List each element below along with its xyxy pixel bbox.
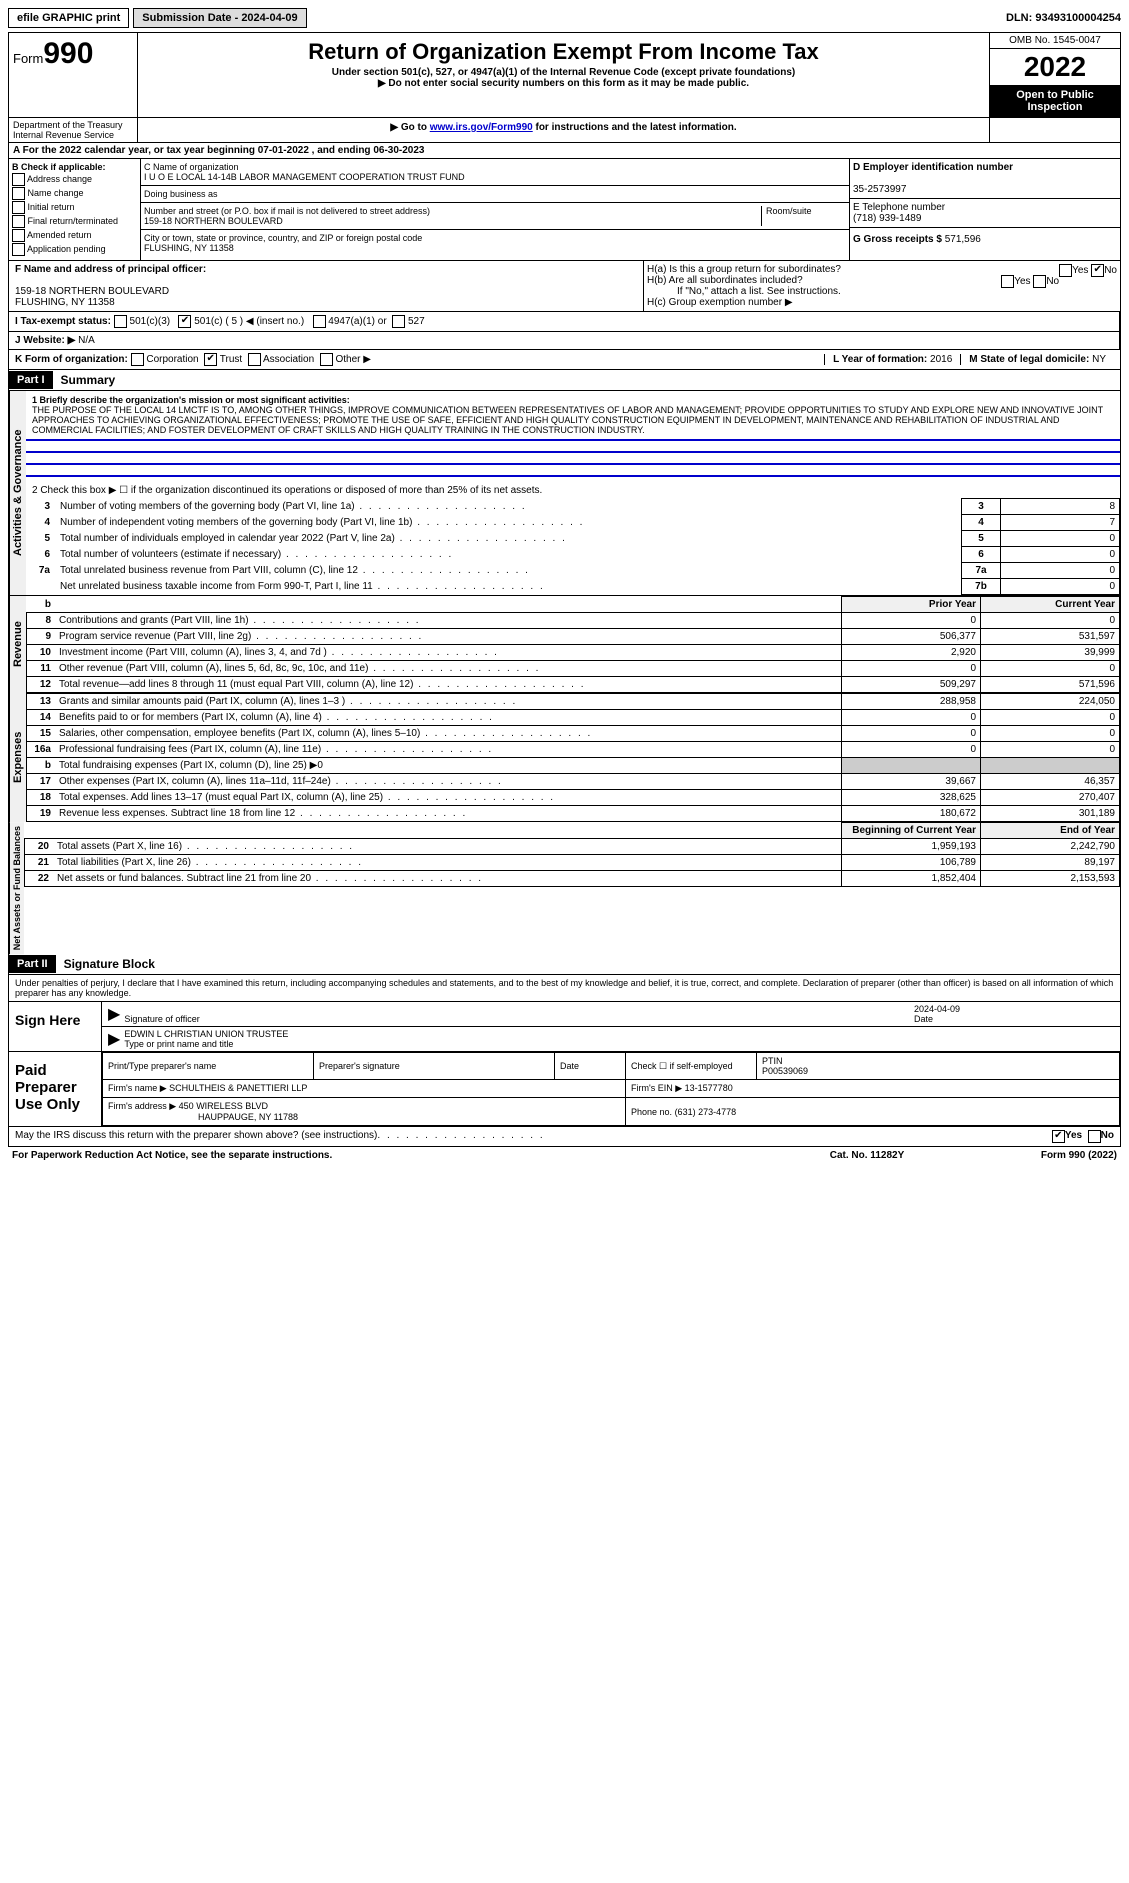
sig-date: 2024-04-09: [914, 1004, 960, 1014]
website-val: N/A: [78, 335, 95, 346]
top-bar: efile GRAPHIC print Submission Date - 20…: [8, 8, 1121, 28]
side-expenses: Expenses: [9, 693, 26, 822]
footer-mid: Cat. No. 11282Y: [767, 1150, 967, 1161]
arrow-icon: ▶: [108, 1004, 120, 1024]
section-f-h: F Name and address of principal officer:…: [9, 261, 1120, 312]
submission-date: Submission Date - 2024-04-09: [133, 8, 306, 28]
line1-label: 1 Briefly describe the organization's mi…: [32, 395, 350, 405]
firm-city: HAUPPAUGE, NY 11788: [108, 1112, 298, 1122]
form-label: Form: [13, 51, 43, 66]
dba-label: Doing business as: [144, 189, 218, 199]
dept-treasury: Department of the Treasury Internal Reve…: [9, 118, 138, 142]
f-label: F Name and address of principal officer:: [15, 264, 206, 275]
e-label: E Telephone number: [853, 202, 945, 213]
phone: (718) 939-1489: [853, 213, 921, 224]
footer-right: Form 990 (2022): [967, 1150, 1117, 1161]
org-address: 159-18 NORTHERN BOULEVARD: [144, 216, 283, 226]
j-label: J Website: ▶: [15, 335, 75, 346]
org-name: I U O E LOCAL 14-14B LABOR MANAGEMENT CO…: [144, 172, 465, 182]
m-label: M State of legal domicile:: [969, 354, 1089, 365]
efile-label[interactable]: efile GRAPHIC print: [8, 8, 129, 28]
gross-receipts: 571,596: [945, 234, 981, 245]
part2-title: Signature Block: [56, 954, 163, 974]
part1-title: Summary: [53, 370, 124, 390]
side-revenue: Revenue: [9, 596, 26, 693]
room-label: Room/suite: [766, 206, 812, 216]
sig-officer-label: Signature of officer: [124, 1014, 199, 1024]
firm-phone: (631) 273-4778: [675, 1107, 737, 1117]
hb-label: H(b) Are all subordinates included?: [647, 275, 803, 286]
line-a-tax-year: A For the 2022 calendar year, or tax yea…: [9, 143, 1120, 159]
omb-number: OMB No. 1545-0047: [990, 33, 1120, 49]
dln: DLN: 93493100004254: [1006, 12, 1121, 24]
expenses-table: 13Grants and similar amounts paid (Part …: [26, 693, 1120, 822]
c-label: C Name of organization: [144, 162, 239, 172]
line2: 2 Check this box ▶ ☐ if the organization…: [26, 483, 1120, 498]
hc-label: H(c) Group exemption number ▶: [647, 297, 1117, 308]
arrow-icon: ▶: [108, 1029, 120, 1049]
form-subtitle: Under section 501(c), 527, or 4947(a)(1)…: [142, 67, 985, 78]
governance-table: 3Number of voting members of the governi…: [26, 498, 1120, 595]
firm-ein: 13-1577780: [685, 1083, 733, 1093]
form-note1: ▶ Do not enter social security numbers o…: [142, 78, 985, 89]
officer-name: EDWIN L CHRISTIAN UNION TRUSTEE: [124, 1029, 288, 1039]
tax-year: 2022: [990, 49, 1120, 85]
netassets-table: Beginning of Current YearEnd of Year20To…: [24, 822, 1120, 887]
l-label: L Year of formation:: [833, 354, 927, 365]
year-formation: 2016: [930, 354, 952, 365]
k-label: K Form of organization:: [15, 354, 128, 365]
footer-left: For Paperwork Reduction Act Notice, see …: [12, 1150, 767, 1161]
d-label: D Employer identification number: [853, 162, 1013, 173]
side-netassets: Net Assets or Fund Balances: [9, 822, 24, 954]
irs-link[interactable]: www.irs.gov/Form990: [430, 122, 533, 133]
state-domicile: NY: [1092, 354, 1106, 365]
form-document: Form990 Return of Organization Exempt Fr…: [8, 32, 1121, 1147]
firm-addr: 450 WIRELESS BLVD: [179, 1101, 268, 1111]
preparer-table: Print/Type preparer's name Preparer's si…: [102, 1052, 1120, 1126]
part2-header: Part II: [9, 955, 56, 973]
city-label: City or town, state or province, country…: [144, 233, 422, 243]
open-public-badge: Open to Public Inspection: [990, 85, 1120, 117]
form-title: Return of Organization Exempt From Incom…: [142, 39, 985, 65]
officer-city: FLUSHING, NY 11358: [15, 297, 115, 308]
b-check-column: B Check if applicable: Address change Na…: [9, 159, 141, 260]
mission-text: THE PURPOSE OF THE LOCAL 14 LMCTF IS TO,…: [32, 405, 1103, 435]
form-number: 990: [43, 37, 93, 70]
addr-label: Number and street (or P.O. box if mail i…: [144, 206, 430, 216]
ein: 35-2573997: [853, 184, 906, 195]
penalty-text: Under penalties of perjury, I declare th…: [9, 975, 1120, 1002]
i-label: I Tax-exempt status:: [15, 316, 111, 327]
discuss-label: May the IRS discuss this return with the…: [15, 1130, 377, 1143]
revenue-table: bPrior YearCurrent Year8Contributions an…: [26, 596, 1120, 693]
ha-label: H(a) Is this a group return for subordin…: [647, 264, 841, 275]
part1-header: Part I: [9, 371, 53, 389]
org-city: FLUSHING, NY 11358: [144, 243, 234, 253]
form-header: Form990 Return of Organization Exempt Fr…: [9, 33, 1120, 118]
side-activities: Activities & Governance: [9, 391, 26, 595]
paid-prep-label: Paid Preparer Use Only: [9, 1052, 102, 1126]
sign-here-label: Sign Here: [9, 1002, 102, 1051]
ptin: P00539069: [762, 1066, 808, 1076]
officer-addr: 159-18 NORTHERN BOULEVARD: [15, 286, 169, 297]
g-label: G Gross receipts $: [853, 234, 942, 245]
section-b-to-g: B Check if applicable: Address change Na…: [9, 159, 1120, 261]
page-footer: For Paperwork Reduction Act Notice, see …: [8, 1147, 1121, 1164]
firm-name: SCHULTHEIS & PANETTIERI LLP: [169, 1083, 307, 1093]
goto-label: ▶ Go to: [390, 122, 429, 133]
